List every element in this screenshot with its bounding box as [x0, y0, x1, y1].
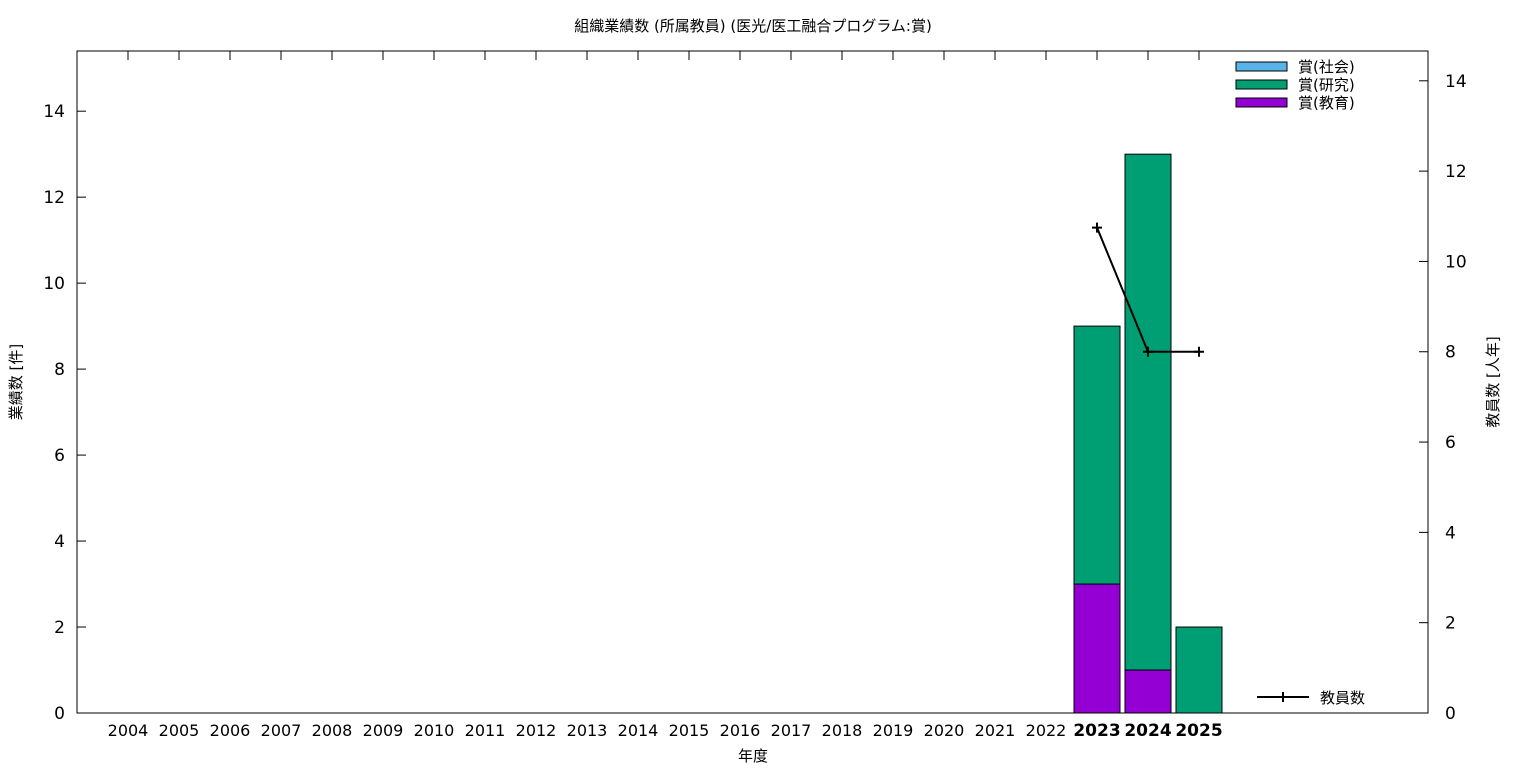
y2-tick-label: 14 [1445, 72, 1467, 92]
y2-tick-label: 8 [1445, 343, 1456, 363]
x-tick-label: 2011 [465, 721, 506, 740]
y2-tick-label: 6 [1445, 433, 1456, 453]
line-point [1092, 222, 1102, 233]
line-point [1143, 346, 1153, 357]
y-tick-label: 2 [54, 618, 65, 638]
x-tick-label: 2023 [1073, 721, 1120, 741]
y-axis-label: 業績数 [件] [7, 344, 25, 420]
line-point [1194, 346, 1204, 357]
y-tick-label: 14 [43, 102, 65, 122]
x-tick-label: 2022 [1026, 721, 1067, 740]
y2-tick-label: 10 [1445, 252, 1467, 272]
bar-賞(研究) [1175, 626, 1223, 714]
x-tick-label: 2006 [210, 721, 251, 740]
x-tick-label: 2017 [771, 721, 812, 740]
bar-賞(教育) [1124, 669, 1172, 714]
x-tick-label: 2007 [261, 721, 302, 740]
x-tick-label: 2009 [363, 721, 404, 740]
legend-line-label: 教員数 [1320, 689, 1365, 707]
x-tick-label: 2004 [108, 721, 149, 740]
bar-賞(研究) [1073, 325, 1121, 585]
legend-label: 賞(教育) [1298, 94, 1355, 112]
y-tick-label: 4 [54, 532, 65, 552]
x-tick-label: 2012 [516, 721, 557, 740]
legend-swatch [1235, 61, 1288, 72]
y-tick-label: 6 [54, 446, 65, 466]
x-tick-label: 2010 [414, 721, 455, 740]
x-tick-label: 2020 [924, 721, 965, 740]
legend-label: 賞(研究) [1298, 76, 1355, 94]
y-tick-label: 12 [43, 188, 65, 208]
x-axis-label: 年度 [738, 747, 768, 765]
x-tick-label: 2019 [873, 721, 914, 740]
bar-賞(教育) [1073, 583, 1121, 714]
legend-swatch [1235, 79, 1288, 90]
y-tick-label: 8 [54, 360, 65, 380]
y-tick-label: 10 [43, 274, 65, 294]
x-tick-label: 2016 [720, 721, 761, 740]
x-tick-label: 2005 [159, 721, 200, 740]
x-tick-label: 2021 [975, 721, 1016, 740]
y2-tick-label: 0 [1445, 704, 1456, 724]
x-tick-label: 2015 [669, 721, 710, 740]
legend-swatch [1235, 97, 1288, 108]
legend-label: 賞(社会) [1298, 58, 1355, 76]
x-tick-label: 2013 [567, 721, 608, 740]
x-tick-label: 2018 [822, 721, 863, 740]
y2-axis-label: 教員数 [人年] [1484, 336, 1502, 427]
x-tick-label: 2025 [1175, 721, 1222, 741]
y2-tick-label: 2 [1445, 614, 1456, 634]
x-tick-label: 2008 [312, 721, 353, 740]
plot-frame [76, 50, 1429, 714]
chart-title: 組織業績数 (所属教員) (医光/医工融合プログラム:賞) [574, 17, 932, 35]
x-tick-label: 2024 [1124, 721, 1171, 741]
x-tick-label: 2014 [618, 721, 659, 740]
y2-tick-label: 4 [1445, 523, 1456, 543]
bar-賞(研究) [1124, 153, 1172, 671]
y-tick-label: 0 [54, 704, 65, 724]
y2-tick-label: 12 [1445, 162, 1467, 182]
